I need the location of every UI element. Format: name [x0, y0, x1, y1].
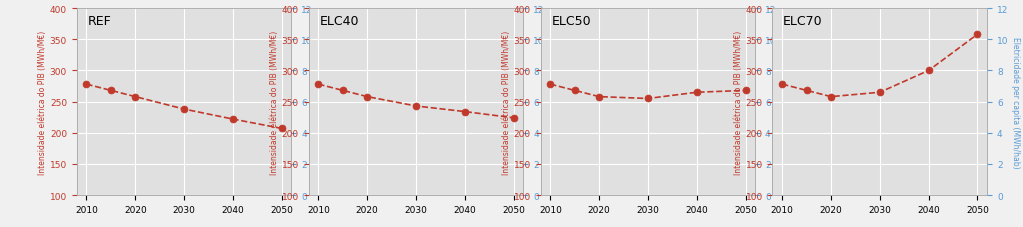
Y-axis label: Intensidade elétrica do PIB (MWh/M€): Intensidade elétrica do PIB (MWh/M€): [502, 30, 510, 174]
Text: REF: REF: [87, 15, 112, 28]
Text: ELC70: ELC70: [784, 15, 822, 28]
Text: ELC40: ELC40: [319, 15, 359, 28]
Y-axis label: Eletricidade per capita (MWh/hab): Eletricidade per capita (MWh/hab): [1011, 37, 1020, 168]
Text: ELC50: ELC50: [551, 15, 591, 28]
Y-axis label: Intensidade elétrica do PIB (MWh/M€): Intensidade elétrica do PIB (MWh/M€): [38, 30, 47, 174]
Y-axis label: Eletricidade per capita (MWh/hab): Eletricidade per capita (MWh/hab): [546, 37, 555, 168]
Y-axis label: Eletricidade per capita (MWh/hab): Eletricidade per capita (MWh/hab): [779, 37, 788, 168]
Y-axis label: Eletricidade per capita (MWh/hab): Eletricidade per capita (MWh/hab): [315, 37, 324, 168]
Y-axis label: Intensidade elétrica do PIB (MWh/M€): Intensidade elétrica do PIB (MWh/M€): [270, 30, 279, 174]
Y-axis label: Intensidade elétrica do PIB (MWh/M€): Intensidade elétrica do PIB (MWh/M€): [733, 30, 743, 174]
